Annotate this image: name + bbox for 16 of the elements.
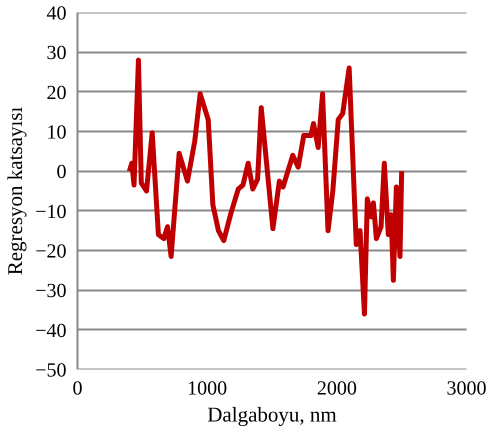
y-tick-label: 20 [46,82,66,104]
x-tick-label: 2000 [316,378,357,400]
x-tick-label: 1000 [187,378,228,400]
y-tick-label: −20 [35,240,66,262]
x-axis-title: Dalgaboyu, nm [207,402,337,426]
y-tick-label: −30 [35,280,66,302]
y-tick-label: 10 [46,122,66,144]
y-tick-label: 0 [56,161,66,184]
y-tick-label: −10 [35,200,66,223]
y-tick-label: −40 [35,320,66,342]
x-tick-label: 0 [72,378,82,400]
y-tick-label: −50 [35,360,66,382]
y-axis-title: Regresyon katsayısı [3,106,28,276]
y-tick-label: 40 [46,2,66,24]
y-tick-label: 30 [46,42,66,64]
x-tick-label: 3000 [446,378,486,400]
